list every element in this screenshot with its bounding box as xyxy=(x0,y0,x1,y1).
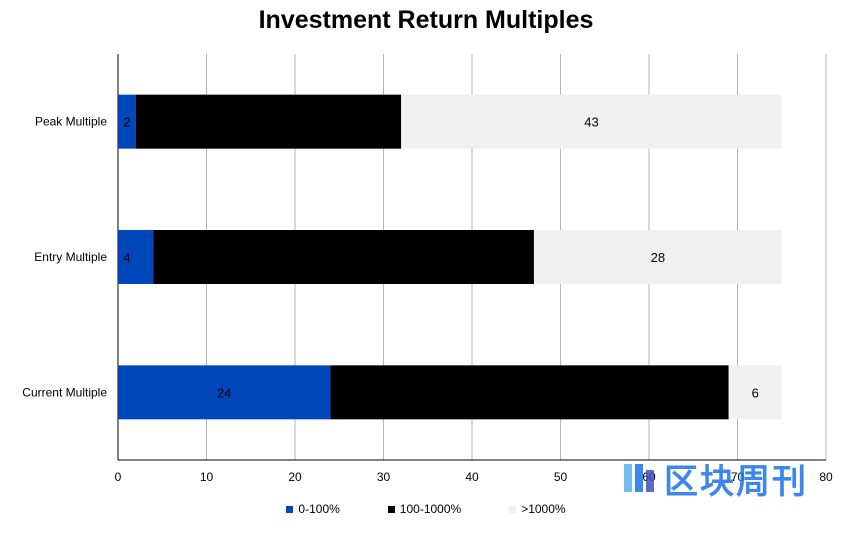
legend-label-over-1000: >1000% xyxy=(521,502,566,516)
data-label: 43 xyxy=(584,115,598,130)
legend-item-100-1000: 100-1000% xyxy=(387,502,462,516)
x-tick-label: 40 xyxy=(465,470,479,484)
x-tick-label: 0 xyxy=(115,470,122,484)
x-tick-label: 50 xyxy=(554,470,568,484)
bar-segment xyxy=(533,230,782,284)
data-label: 28 xyxy=(651,250,665,265)
legend-label-0-100: 0-100% xyxy=(298,502,340,516)
legend-swatch-100-1000 xyxy=(387,505,395,513)
bar-segment xyxy=(118,230,154,284)
legend-swatch-0-100 xyxy=(286,505,294,513)
x-tick-label: 30 xyxy=(377,470,391,484)
bar-segment xyxy=(153,230,534,284)
legend-item-over-1000: >1000% xyxy=(509,502,566,516)
data-label: 6 xyxy=(752,385,759,400)
legend-swatch-over-1000 xyxy=(509,505,517,513)
bar-segment xyxy=(118,94,136,149)
legend-item-0-100: 0-100% xyxy=(286,502,340,516)
chart-title: Investment Return Multiples xyxy=(258,6,594,34)
watermark-text: 区块周刊 xyxy=(664,461,808,502)
y-category-label: Current Multiple xyxy=(22,385,107,399)
data-label: 24 xyxy=(217,385,231,400)
bar-segment xyxy=(118,365,331,420)
x-tick-label: 20 xyxy=(288,470,302,484)
y-category-label: Entry Multiple xyxy=(34,250,107,264)
bar-segment xyxy=(135,94,402,149)
data-label: 4 xyxy=(123,250,130,265)
bar-segment xyxy=(728,365,782,420)
data-label: 2 xyxy=(123,115,130,130)
x-tick-label: 80 xyxy=(819,470,833,484)
watermark-logo-icon xyxy=(622,460,656,496)
bar-segment xyxy=(330,365,729,420)
legend-label-100-1000: 100-1000% xyxy=(399,502,462,516)
y-category-label: Peak Multiple xyxy=(35,115,107,129)
watermark: 区块周刊 xyxy=(622,452,832,504)
bar-segment xyxy=(401,94,782,149)
x-tick-label: 10 xyxy=(200,470,214,484)
x-tick-label: 70 xyxy=(731,470,745,484)
legend: 0-100% 100-1000% >1000% xyxy=(0,502,852,516)
